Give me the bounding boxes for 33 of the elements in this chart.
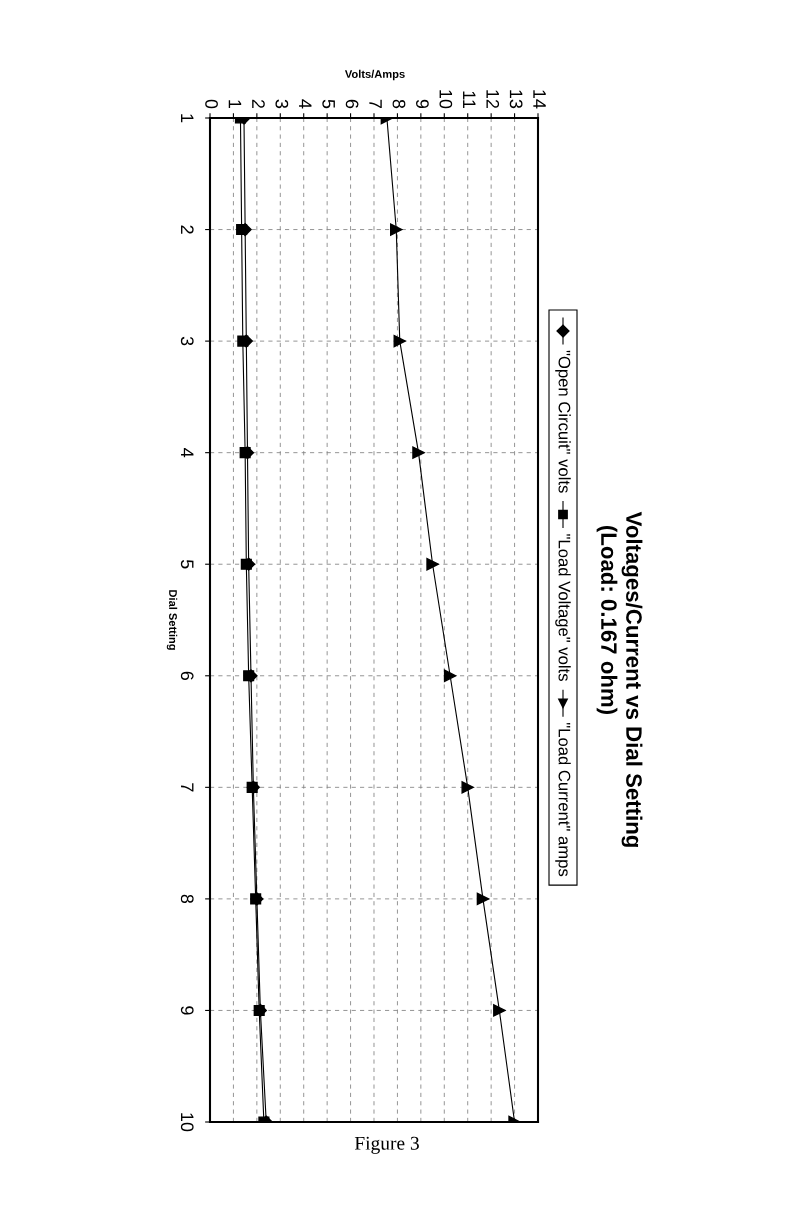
y-tick-label: 3	[180, 336, 194, 346]
text: (Load: 0.167 ohm)	[596, 526, 618, 714]
y-tick-label: 6	[180, 671, 194, 681]
x-tick-label: 6	[345, 99, 359, 109]
y-tick-label: 10	[180, 1113, 194, 1132]
x-tick-label: 8	[392, 99, 406, 109]
x-tick-label: 11	[463, 91, 476, 109]
y-tick-label: 2	[181, 225, 194, 234]
x-tick-label: 9	[416, 99, 429, 109]
y-tick-label: 1	[181, 114, 194, 123]
caption: Figure 3	[354, 1136, 419, 1154]
x-tick-label: 4	[299, 99, 312, 109]
y-tick-label: 9	[180, 1006, 194, 1015]
text: Voltages/Current vs Dial Setting	[621, 511, 643, 847]
y-tick-label: 4	[181, 448, 194, 458]
x-tick-label: 5	[322, 99, 335, 109]
x-tick-label: 12	[486, 90, 500, 109]
legend-label: "Open Circuit" volts	[555, 350, 571, 493]
x-tick-label: 3	[275, 99, 289, 109]
x-tick-label: 0	[205, 99, 218, 109]
x-tick-label: 7	[369, 99, 382, 109]
y-axis-title: Dial Setting	[166, 590, 178, 650]
legend-label: "Load Voltage" volts	[555, 534, 571, 681]
x-axis-title: Volts/Amps	[344, 69, 405, 81]
y-tick-label: 8	[180, 894, 194, 904]
x-tick-label: 10	[439, 90, 453, 109]
x-tick-label: 13	[509, 90, 523, 109]
y-tick-label: 5	[180, 559, 194, 569]
x-tick-label: 2	[252, 99, 265, 109]
y-tick-label: 7	[181, 783, 194, 792]
legend-label: "Load Current" amps	[555, 722, 571, 877]
x-tick-label: 1	[228, 100, 242, 109]
x-tick-label: 14	[533, 90, 546, 109]
